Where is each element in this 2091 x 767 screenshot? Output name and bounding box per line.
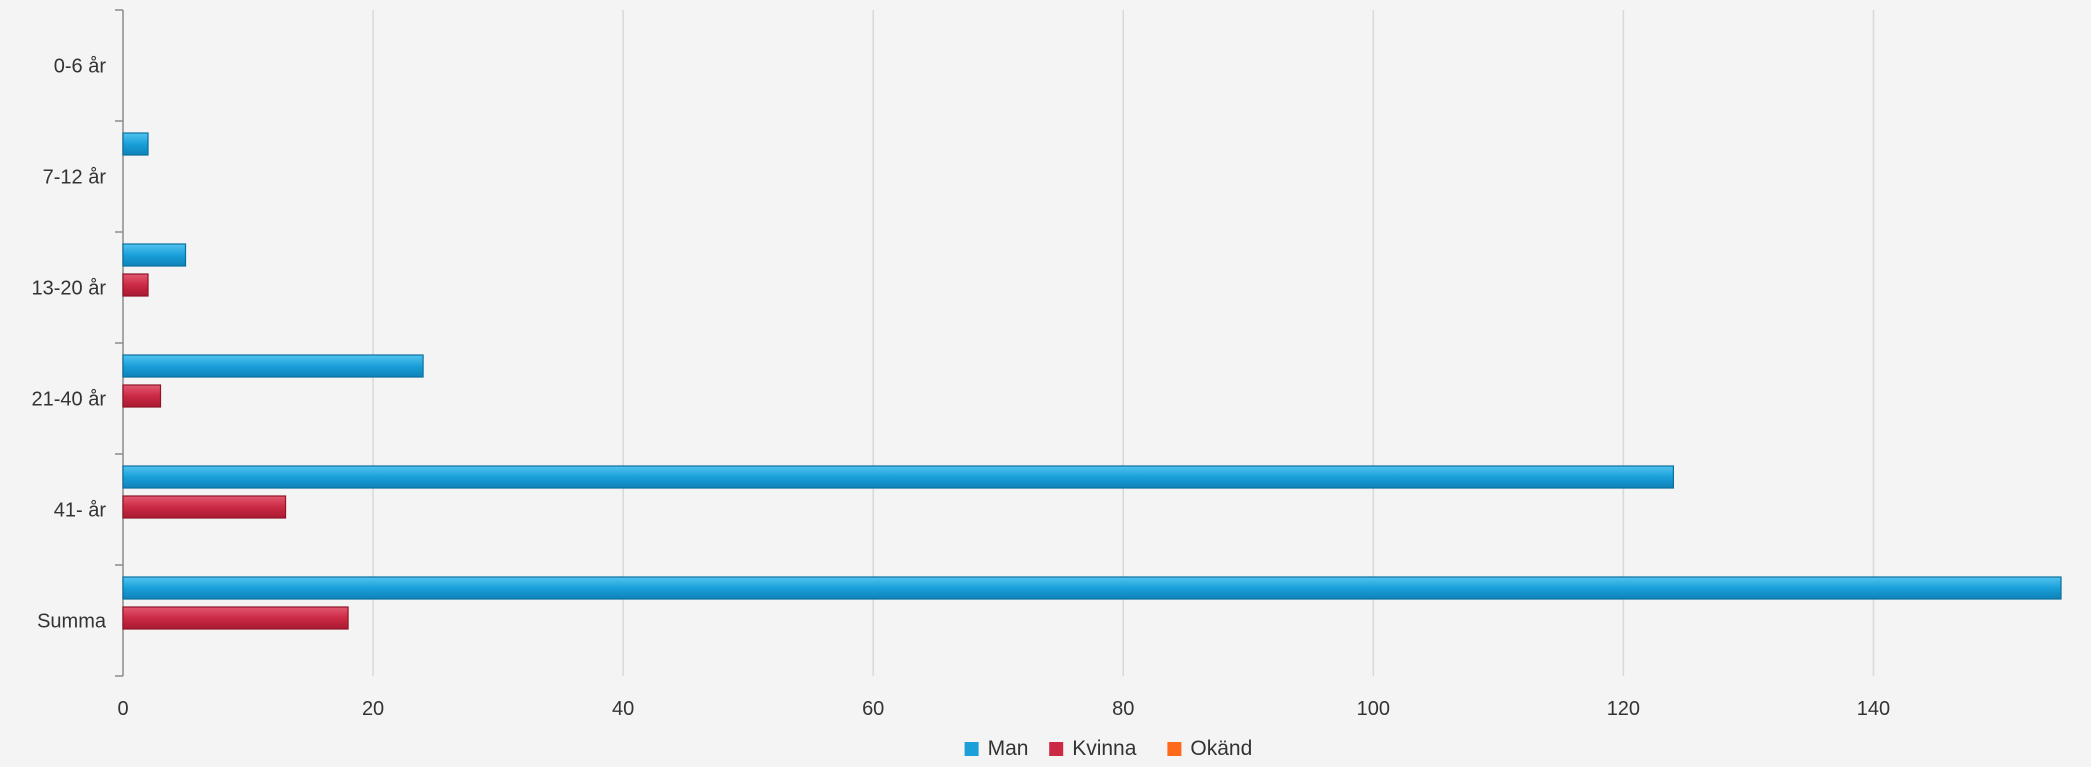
x-tick-label: 80 (1112, 698, 1134, 720)
x-tick-label: 60 (862, 698, 884, 720)
legend-swatch (1049, 742, 1064, 756)
legend-swatch (1167, 742, 1182, 756)
bar-man-5[interactable] (122, 576, 2062, 600)
bar-man-4[interactable] (122, 465, 1675, 489)
y-category-label: 21-40 år (32, 389, 107, 411)
legend-swatch (964, 742, 979, 756)
bar-kvinna-2[interactable] (122, 273, 149, 297)
legend-label: Man (988, 737, 1029, 760)
x-tick-label: 20 (362, 698, 384, 720)
x-tick-label: 140 (1857, 698, 1890, 720)
tick-labels: 0 20 40 60 80 100 120 140 0-6 år 7-12 år 13-20 år 2… (32, 56, 1891, 721)
y-category-label: 0-6 år (54, 56, 107, 78)
bar-kvinna-5[interactable] (122, 606, 349, 630)
legend-item-man[interactable]: Man (964, 737, 1029, 760)
y-category-label: 13-20 år (32, 278, 107, 300)
bars (122, 132, 2062, 630)
legend-label: Kvinna (1072, 737, 1137, 760)
legend-item-okänd[interactable]: Okänd (1167, 737, 1252, 760)
x-tick-label: 0 (117, 698, 128, 720)
gridlines (372, 10, 1875, 676)
x-tick-label: 40 (612, 698, 634, 720)
bar-man-3[interactable] (122, 354, 424, 378)
bar-man-1[interactable] (122, 132, 149, 156)
y-category-label: 7-12 år (43, 167, 107, 189)
legend-item-kvinna[interactable]: Kvinna (1049, 737, 1137, 760)
y-category-label: Summa (37, 611, 107, 633)
bar-kvinna-3[interactable] (122, 384, 162, 408)
legend[interactable]: Man Kvinna Okänd (964, 737, 1253, 760)
bar-man-2[interactable] (122, 243, 187, 267)
x-tick-label: 120 (1607, 698, 1640, 720)
axes (115, 9, 124, 677)
y-category-label: 41- år (54, 500, 107, 522)
bar-kvinna-4[interactable] (122, 495, 287, 519)
x-tick-label: 100 (1357, 698, 1390, 720)
legend-label: Okänd (1190, 737, 1252, 760)
